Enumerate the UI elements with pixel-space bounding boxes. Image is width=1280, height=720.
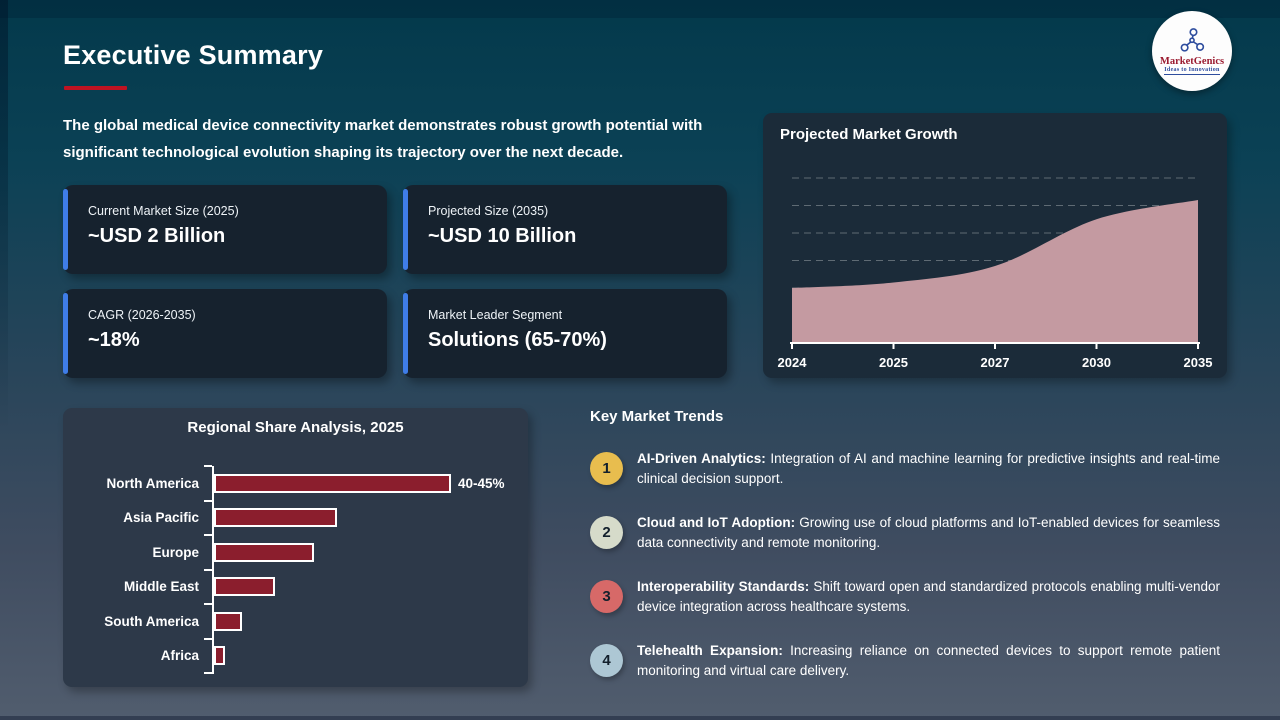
bar <box>214 646 225 666</box>
trend-text: Telehealth Expansion: Increasing relianc… <box>637 641 1220 680</box>
trend-title: AI-Driven Analytics: <box>637 451 766 466</box>
molecule-network-icon <box>1180 28 1205 52</box>
axis-tick <box>204 465 212 467</box>
stat-label: Current Market Size (2025) <box>88 204 239 218</box>
trend-description: Integration of AI and machine learning f… <box>637 451 1220 486</box>
axis-tick <box>204 603 212 605</box>
key-market-trends: Key Market Trends 1 AI-Driven Analytics:… <box>590 408 1220 705</box>
stat-label: CAGR (2026-2035) <box>88 308 196 322</box>
stat-value: ~USD 2 Billion <box>88 225 226 247</box>
bar <box>214 542 314 562</box>
page-title: Executive Summary <box>63 40 324 70</box>
bar-category-label: Europe <box>152 544 199 560</box>
stat-label: Projected Size (2035) <box>428 204 549 218</box>
x-axis-label: 2027 <box>981 355 1010 370</box>
x-axis-label: 2024 <box>778 355 808 370</box>
stat-card-projected-size: Projected Size (2035) ~USD 10 Billion <box>403 185 727 274</box>
trend-text: Cloud and IoT Adoption: Growing use of c… <box>637 513 1220 552</box>
stat-card-cagr: CAGR (2026-2035) ~18% <box>63 289 387 378</box>
bar-row: North America 40-45% <box>63 466 522 501</box>
marketgenics-logo: MarketGenics Ideas to Innovation <box>1152 11 1232 91</box>
area-chart: 2024 2025 2027 2030 2035 <box>778 177 1213 370</box>
regional-share-card: Regional Share Analysis, 2025 North Amer… <box>63 408 528 687</box>
bar-category-label: Africa <box>160 648 199 664</box>
stat-cards-grid: Current Market Size (2025) ~USD 2 Billio… <box>63 185 727 378</box>
projected-market-growth-card: Projected Market Growth 2024 2025 2027 2030… <box>763 113 1227 378</box>
trend-description: Shift toward open and standardized proto… <box>637 579 1220 614</box>
bar-chart: North America 40-45% Asia Pacific Europe Mid… <box>63 466 522 673</box>
slide-top-border <box>0 0 1280 18</box>
x-axis-label: 2030 <box>1082 355 1111 370</box>
stat-card-current-market-size: Current Market Size (2025) ~USD 2 Billio… <box>63 185 387 274</box>
trend-number-badge: 3 <box>590 580 623 613</box>
bar <box>214 473 451 493</box>
bar <box>214 508 337 528</box>
bar-row: Europe <box>63 535 522 570</box>
bar-row: Asia Pacific <box>63 501 522 536</box>
stat-label: Market Leader Segment <box>428 308 563 322</box>
trend-item-cloud-iot-adoption: 2 Cloud and IoT Adoption: Growing use of… <box>590 513 1220 552</box>
bar-row: Africa <box>63 639 522 674</box>
intro-text: The global medical device connectivity m… <box>63 117 703 161</box>
trend-item-telehealth-expansion: 4 Telehealth Expansion: Increasing relia… <box>590 641 1220 680</box>
axis-tick <box>204 499 212 502</box>
bar-row: Middle East <box>63 570 522 605</box>
trend-title: Cloud and IoT Adoption: <box>637 515 796 530</box>
x-axis-label: 2035 <box>1184 355 1213 370</box>
bar <box>214 611 242 631</box>
slide-bottom-border <box>0 716 1280 720</box>
trends-title: Key Market Trends <box>590 408 724 425</box>
stat-value: Solutions (65-70%) <box>428 329 607 351</box>
bar-category-label: Asia Pacific <box>123 510 199 526</box>
bar-row: South America <box>63 604 522 639</box>
regional-chart-title: Regional Share Analysis, 2025 <box>187 419 404 436</box>
logo-brand-text: MarketGenics <box>1159 56 1225 67</box>
bar-value-label: 40-45% <box>458 475 505 491</box>
trend-number-badge: 2 <box>590 516 623 549</box>
bar-category-label: North America <box>106 475 199 491</box>
axis-tick <box>204 534 212 536</box>
trend-text: Interoperability Standards: Shift toward… <box>637 577 1220 616</box>
bar-category-label: Middle East <box>123 579 199 595</box>
trend-item-interoperability-standards: 3 Interoperability Standards: Shift towa… <box>590 577 1220 616</box>
trend-text: AI-Driven Analytics: Integration of AI a… <box>637 449 1220 488</box>
stat-value: ~USD 10 Billion <box>428 225 577 247</box>
trend-title: Telehealth Expansion: <box>637 643 783 658</box>
axis-tick <box>204 637 212 640</box>
trend-number-badge: 4 <box>590 644 623 677</box>
x-axis-label: 2025 <box>879 355 908 370</box>
bar-chart-axis <box>212 466 214 674</box>
trend-description: Growing use of cloud platforms and IoT-e… <box>637 515 1220 550</box>
stat-value: ~18% <box>88 329 140 351</box>
title-underline-accent <box>64 86 127 90</box>
growth-chart-title: Projected Market Growth <box>780 126 958 143</box>
slide-left-border <box>0 0 8 432</box>
axis-tick <box>204 568 212 571</box>
trend-title: Interoperability Standards: <box>637 579 810 594</box>
trend-description: Increasing reliance on connected devices… <box>637 643 1220 678</box>
trend-item-ai-driven-analytics: 1 AI-Driven Analytics: Integration of AI… <box>590 449 1220 488</box>
bar-category-label: South America <box>104 613 199 629</box>
axis-tick <box>204 672 212 674</box>
logo-tagline-text: Ideas to Innovation <box>1164 67 1220 75</box>
bar <box>214 577 275 597</box>
trend-number-badge: 1 <box>590 452 623 485</box>
stat-card-market-leader-segment: Market Leader Segment Solutions (65-70%) <box>403 289 727 378</box>
